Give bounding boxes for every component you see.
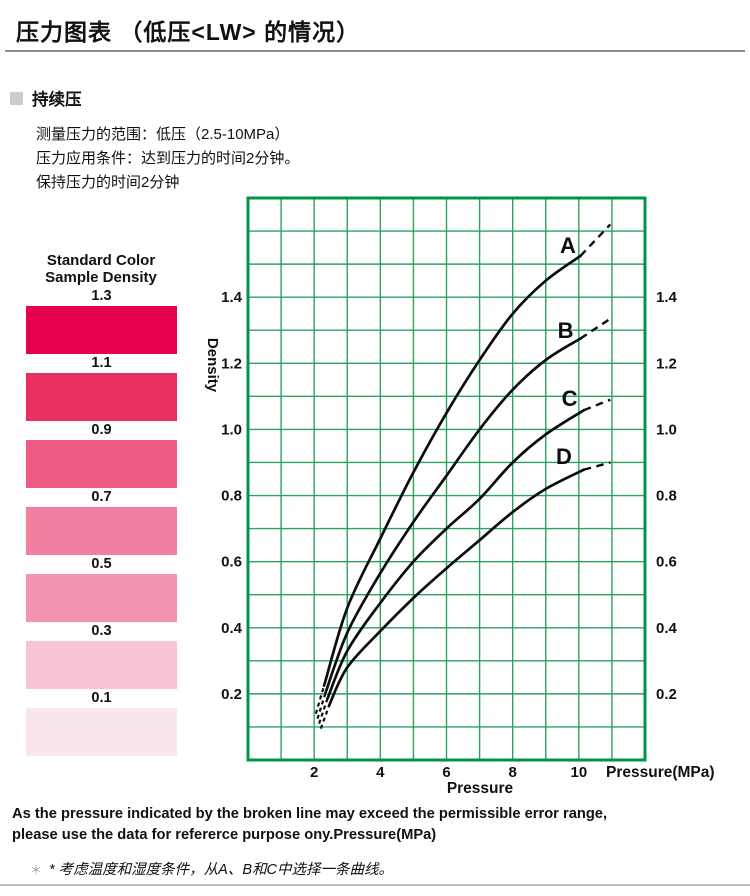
curve-label-c: C [562,386,578,411]
curve-a-solid [322,254,582,687]
color-samples: 1.3 1.1 0.9 0.7 0.5 0.3 0.1 [26,288,177,763]
curve-b-solid [324,337,582,694]
color-sample-legend-title: Standard Color Sample Density [20,252,182,286]
color-sample-legend-title-line2: Sample Density [45,269,157,286]
curve-label-b: B [558,318,574,343]
color-sample-item: 0.3 [26,623,177,689]
color-sample-swatch [26,373,177,421]
pressure-chart-svg: A B C D 1.4 1.4 1.2 1.2 1.0 1.0 0.8 0.8 0.6 0.6 0.4 0.4… [204,196,715,797]
y-tick-label-left: 0.2 [221,686,242,703]
title-divider [5,50,745,52]
color-sample-density-value: 0.3 [91,623,112,639]
curve-b-start-dash [316,691,327,720]
y-tick-label-left: 1.0 [221,421,242,438]
curve-a-start-dash [314,685,326,715]
color-sample-item: 0.9 [26,422,177,488]
color-sample-item: 0.5 [26,556,177,622]
y-tick-label-left: 1.4 [221,289,243,306]
condition-line: 保持压力的时间2分钟 [36,174,180,191]
condition-line: 测量压力的范围：低压（2.5-10MPa） [36,126,290,143]
footnote-english: As the pressure indicated by the broken … [12,804,607,845]
section-header: 持续压 [10,86,82,110]
color-sample-swatch [26,306,177,354]
color-sample-density-value: 1.1 [91,355,112,371]
y-axis-title: Density [204,338,221,393]
y-tick-label-right: 1.0 [656,421,677,438]
y-tick-label-left: 0.4 [221,620,243,637]
color-sample-item: 0.1 [26,690,177,756]
curve-d-end-dash [583,461,611,471]
pressure-density-chart: A B C D 1.4 1.4 1.2 1.2 1.0 1.0 0.8 0.8 0.6 0.6 0.4 0.4… [190,188,750,820]
curve-label-a: A [560,233,576,258]
x-tick-label: 8 [508,764,516,781]
footnote-chinese: ＊ * 考虑温度和湿度条件，从A、B和C中选择一条曲线。 [30,858,393,879]
curve-c-solid [326,408,586,701]
curve-label-d: D [556,444,572,469]
color-sample-swatch [26,708,177,756]
color-sample-swatch [26,440,177,488]
color-sample-item: 1.3 [26,288,177,354]
color-sample-swatch [26,641,177,689]
y-tick-label-right: 1.2 [656,355,677,372]
color-sample-legend-title-line1: Standard Color [46,252,156,269]
color-sample-density-value: 0.7 [91,489,112,505]
color-sample-item: 1.1 [26,355,177,421]
x-axis-title: Pressure [447,780,514,797]
condition-line: 压力应用条件：达到压力的时间2分钟。 [36,150,300,167]
section-bullet-square-icon [10,91,23,105]
measurement-conditions: 测量压力的范围：低压（2.5-10MPa） 压力应用条件：达到压力的时间2分钟。保… [36,123,299,195]
x-tick-label: 4 [376,764,385,781]
footnote-marker-icon: ＊ [30,863,43,877]
x-tick-label: 2 [310,764,318,781]
footnote-english-line1: As the pressure indicated by the broken … [12,806,608,822]
color-sample-density-value: 1.3 [91,288,112,304]
footnote-chinese-text: * 考虑温度和湿度条件，从A、B和C中选择一条曲线。 [49,862,393,878]
y-tick-label-left: 1.2 [221,355,242,372]
y-tick-label-left: 0.8 [221,488,242,505]
y-tick-label-right: 1.4 [656,289,678,306]
bottom-divider [0,884,750,886]
curve-b-end-dash [579,317,611,340]
x-axis-unit-label: Pressure(MPa) [606,764,715,781]
color-sample-density-value: 0.9 [91,422,112,438]
page-title: 压力图表 （低压<LW> 的情况） [16,19,361,45]
plot-border [246,196,647,762]
color-sample-swatch [26,574,177,622]
footnote-english-line2: please use the data for refererce purpos… [12,826,437,843]
curve-c-end-dash [583,398,611,412]
section-label: 持续压 [32,91,82,109]
x-tick-label: 6 [442,764,450,781]
curve-a-end-dash [579,223,612,257]
color-sample-item: 0.7 [26,489,177,555]
curve-d-solid [327,468,586,707]
color-sample-density-value: 0.1 [91,690,112,706]
y-tick-label-right: 0.8 [656,488,677,505]
x-tick-label: 10 [570,764,587,781]
y-tick-label-right: 0.2 [656,686,677,703]
color-sample-density-value: 0.5 [91,556,112,572]
y-tick-label-left: 0.6 [221,554,242,571]
y-tick-label-right: 0.6 [656,554,677,571]
color-sample-swatch [26,507,177,555]
y-tick-label-right: 0.4 [656,620,678,637]
